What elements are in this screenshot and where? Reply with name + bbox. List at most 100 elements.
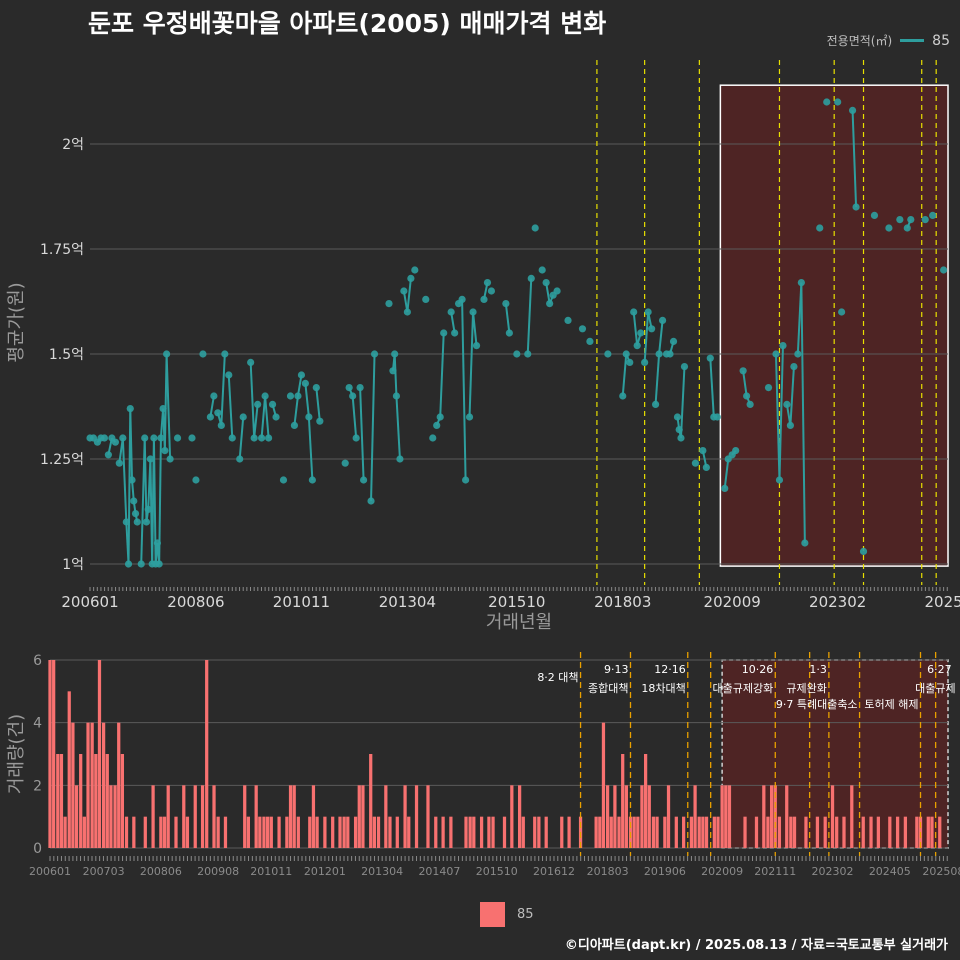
volume-bar	[938, 816, 942, 848]
data-point	[531, 224, 539, 232]
y-tick-label: 1.25억	[40, 452, 84, 468]
data-point	[352, 434, 360, 442]
volume-bar	[285, 816, 289, 848]
volume-bar	[395, 816, 399, 848]
policy-date-label: 6·27	[927, 663, 952, 676]
volume-bar	[464, 816, 468, 848]
data-point	[622, 350, 630, 358]
data-point	[128, 476, 136, 484]
data-point	[316, 417, 324, 425]
volume-bar	[567, 816, 571, 848]
legend-bar-swatch	[480, 902, 505, 927]
data-point	[210, 392, 218, 400]
data-point	[422, 295, 430, 303]
volume-bar	[544, 816, 548, 848]
volume-bar	[388, 816, 392, 848]
volume-bar	[888, 816, 892, 848]
series-segment	[260, 395, 267, 439]
chart-canvas: 1억 1.25억 1.5억 1.75억 2억 200601 200806 201011 2013…	[6, 60, 960, 878]
data-point	[163, 350, 171, 358]
data-point	[144, 505, 152, 513]
x-tick-label: 201510	[488, 593, 545, 611]
data-point	[487, 287, 496, 295]
data-point	[801, 539, 809, 547]
data-point	[429, 434, 437, 442]
y-axis-title: 평균가(원)	[6, 282, 27, 362]
data-point	[100, 434, 109, 442]
data-point	[137, 560, 145, 568]
volume-bar	[769, 785, 774, 848]
volume-bar	[655, 816, 659, 848]
series-segment	[227, 374, 234, 439]
volume-bar	[815, 816, 820, 848]
data-point	[578, 325, 587, 333]
data-point	[447, 308, 455, 316]
data-point	[641, 358, 649, 366]
data-point	[254, 400, 262, 408]
volume-bar	[876, 816, 880, 848]
volume-bar	[724, 785, 728, 848]
data-point	[713, 413, 721, 421]
volume-bar	[308, 816, 312, 848]
data-point	[440, 329, 448, 337]
volume-bar	[52, 660, 56, 848]
x-tick-label: 201612	[533, 865, 575, 878]
x-tick-label: 202508	[922, 865, 960, 878]
data-point	[677, 434, 685, 442]
data-point	[157, 434, 165, 442]
data-point	[391, 350, 399, 358]
volume-bar	[869, 816, 873, 848]
volume-bar	[720, 785, 724, 848]
volume-bar	[82, 816, 86, 848]
data-point	[155, 560, 163, 568]
volume-bar	[510, 785, 514, 848]
data-point	[370, 350, 379, 358]
data-point	[691, 459, 700, 467]
x-tick-label: 2025	[925, 593, 960, 611]
series-segment	[307, 416, 314, 481]
data-point	[214, 409, 222, 417]
volume-bar	[651, 816, 656, 848]
volume-bar	[74, 785, 79, 848]
data-point	[794, 350, 802, 358]
series-segment	[643, 311, 650, 363]
data-point	[228, 434, 236, 442]
y-tick-label: 1.5억	[49, 347, 84, 363]
x-tick-label: 201011	[273, 593, 330, 611]
data-point	[644, 308, 652, 316]
data-point	[258, 434, 266, 442]
volume-bar	[624, 785, 628, 848]
data-point	[411, 266, 419, 274]
data-point	[297, 371, 306, 379]
price-chart-panel: 1억 1.25억 1.5억 1.75억 2억 200601 200806 201011 2013…	[6, 60, 960, 633]
volume-bar	[472, 816, 476, 848]
data-point	[286, 392, 295, 400]
volume-bar	[292, 785, 296, 848]
x-tick-label: 201803	[587, 865, 629, 878]
data-point	[345, 384, 353, 392]
policy-date-label: 9·13	[604, 663, 629, 676]
data-point	[236, 455, 244, 463]
volume-bar	[223, 816, 228, 848]
data-point	[396, 455, 404, 463]
volume-bar	[266, 816, 270, 848]
data-point	[929, 211, 937, 219]
data-point	[290, 421, 299, 429]
data-point	[433, 421, 441, 429]
volume-bar	[151, 785, 155, 848]
data-point	[680, 363, 689, 371]
policy-date-label: 1·3	[809, 663, 827, 676]
x-tick-label: 200601	[61, 593, 118, 611]
data-point	[239, 413, 247, 421]
volume-bar	[617, 816, 621, 848]
volume-bar	[701, 816, 705, 848]
volume-bar	[254, 785, 258, 848]
volume-bar	[743, 816, 747, 848]
series-segment	[504, 303, 511, 334]
data-point	[301, 379, 309, 387]
data-point	[586, 337, 594, 345]
volume-bar	[48, 660, 52, 848]
volume-bar	[288, 785, 293, 848]
volume-bar	[113, 785, 117, 848]
data-point	[775, 476, 784, 484]
